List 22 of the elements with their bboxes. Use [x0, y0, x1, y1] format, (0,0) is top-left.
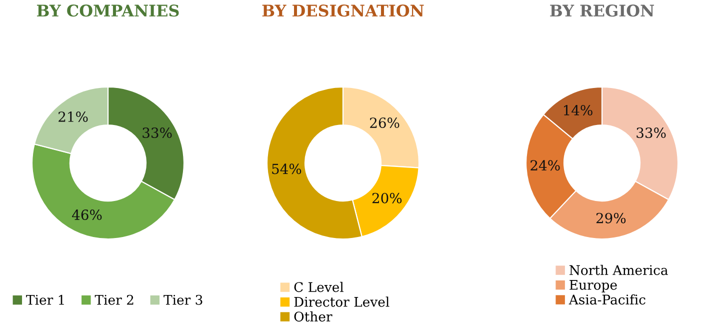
legend-label: C Level — [294, 282, 344, 292]
chart-title: BY DESIGNATION — [262, 4, 424, 17]
data-label: 29% — [596, 212, 626, 224]
data-label: 54% — [272, 164, 302, 174]
data-label: 21% — [58, 111, 88, 122]
data-label: 20% — [372, 192, 402, 204]
data-label: 26% — [370, 118, 400, 128]
chart-title: BY REGION — [550, 4, 654, 17]
data-label: 24% — [530, 160, 560, 171]
legend-label: Tier 2 — [94, 294, 134, 305]
legend-label: Director Level — [294, 296, 390, 307]
data-label: 33% — [636, 128, 666, 138]
data-label: 46% — [72, 210, 102, 220]
data-label: 33% — [142, 128, 172, 138]
legend-label: Asia-Pacific — [568, 294, 646, 305]
legend-label: North America — [570, 264, 668, 276]
data-label: 14% — [564, 104, 592, 116]
legend-label: Tier 3 — [164, 294, 202, 305]
legend-label: Europe — [570, 280, 617, 292]
legend-label: Tier 1 — [26, 294, 64, 305]
legend-label: Other — [294, 311, 332, 322]
chart-title: BY COMPANIES — [36, 4, 179, 17]
